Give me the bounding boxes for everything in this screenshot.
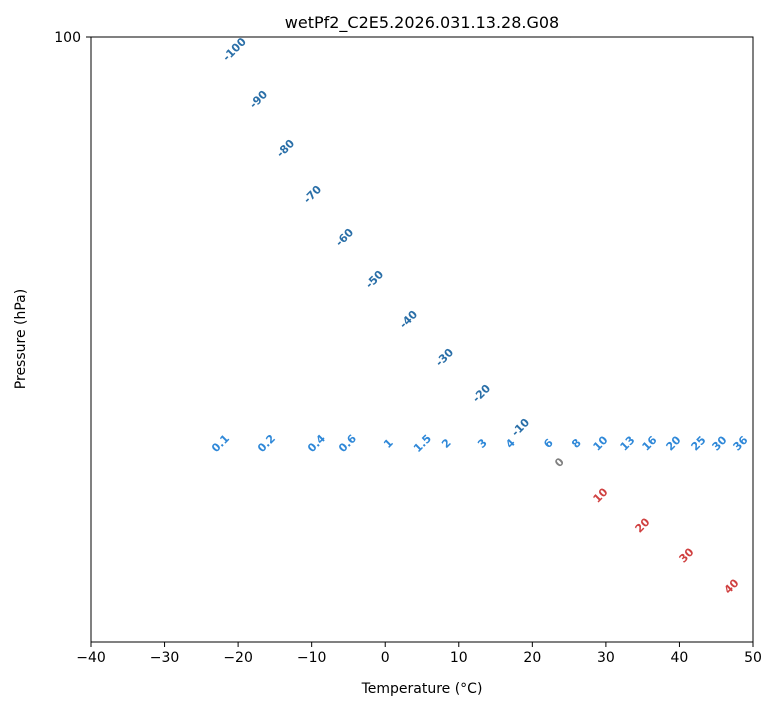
x-tick-label: 40: [671, 650, 689, 666]
x-tick-label: 10: [450, 650, 468, 666]
x-tick-label: −40: [76, 650, 106, 666]
dry-adiabat: [0, 0, 186, 37]
x-tick-label: 20: [523, 650, 541, 666]
dry-adiabat: [0, 0, 260, 37]
x-tick-label: 50: [744, 650, 762, 666]
isotherm: [206, 37, 207, 38]
x-axis-label: Temperature (°C): [361, 681, 483, 697]
moist-adiabat: [0, 0, 165, 37]
moist-adiabat: [0, 0, 238, 37]
plot-area: [91, 37, 753, 642]
y-axis-ticks: 1002003004005006007008009001000: [54, 30, 91, 46]
plot-frame: [90, 36, 754, 643]
moist-adiabat: [0, 0, 275, 37]
moist-adiabat: [0, 0, 201, 37]
isotherm: [749, 0, 775, 37]
y-axis-label: Pressure (hPa): [13, 289, 29, 389]
x-tick-label: −30: [150, 650, 180, 666]
x-tick-label: 0: [381, 650, 390, 666]
y-tick-label: 100: [54, 30, 81, 46]
chart-title: wetPf2_C2E5.2026.031.13.28.G08: [285, 13, 559, 33]
isotherm: [602, 0, 775, 37]
isotherm: [675, 0, 775, 37]
x-tick-label: −10: [297, 650, 327, 666]
x-tick-label: −20: [223, 650, 253, 666]
x-tick-label: 30: [597, 650, 615, 666]
isotherm: [0, 0, 60, 37]
x-axis-ticks: −40 −30 −20 −10 0 10 20 30 40 50: [76, 642, 762, 666]
isotherm: [280, 37, 281, 38]
moist-adiabat: [0, 0, 312, 37]
